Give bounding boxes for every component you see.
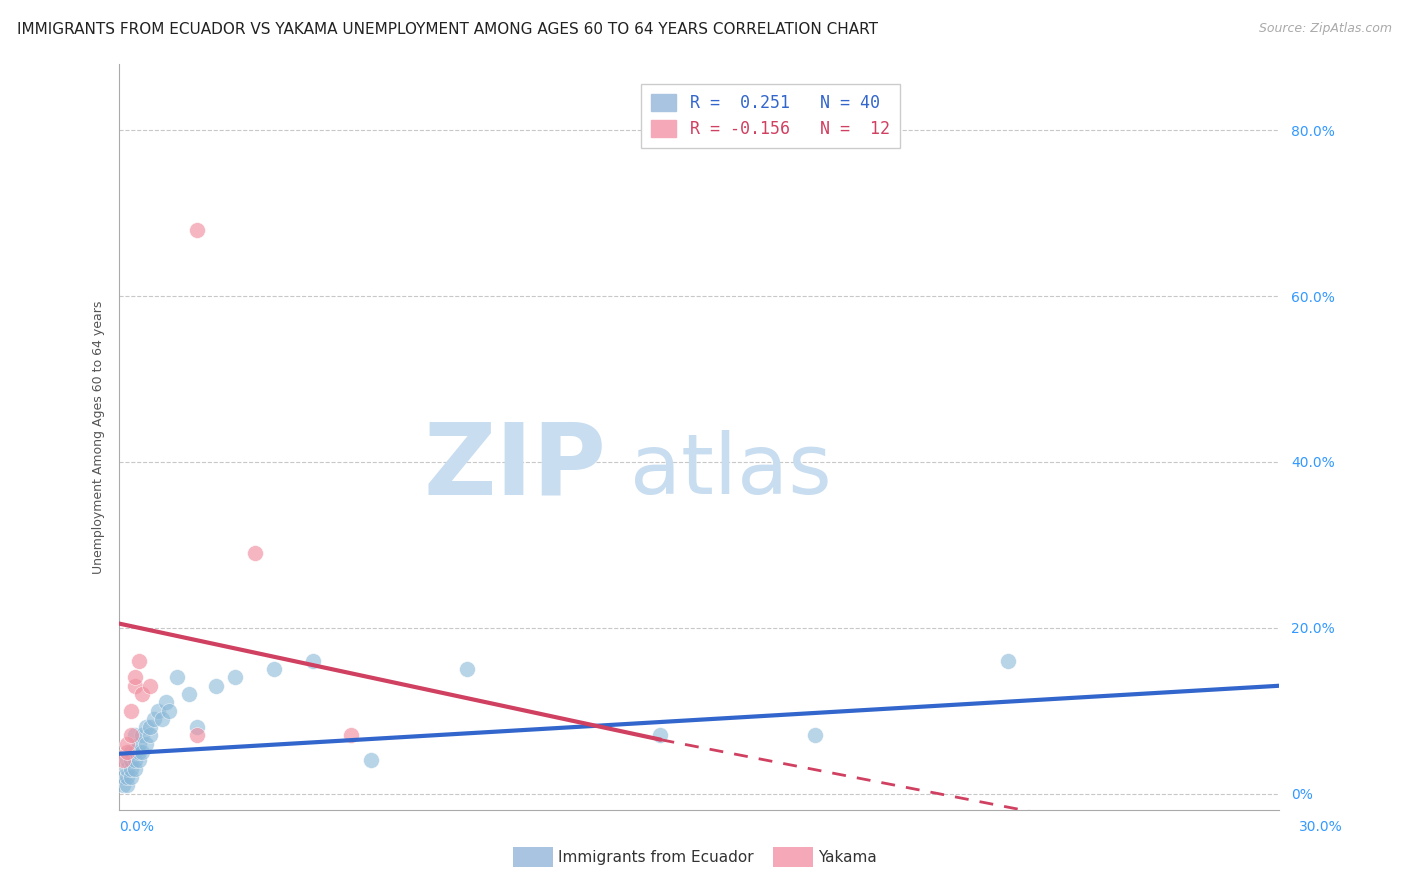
Point	[120, 704, 142, 718]
Point	[128, 654, 150, 668]
Point	[124, 753, 146, 767]
Point	[205, 679, 228, 693]
Point	[139, 720, 162, 734]
Point	[135, 720, 157, 734]
Point	[301, 654, 323, 668]
Point	[224, 670, 246, 684]
Point	[128, 745, 150, 759]
Point	[128, 737, 150, 751]
Point	[131, 745, 153, 759]
Point	[115, 753, 138, 767]
Point	[112, 770, 135, 784]
Point	[186, 720, 208, 734]
Point	[112, 778, 135, 792]
Point	[155, 695, 177, 709]
Point	[456, 662, 478, 676]
Point	[177, 687, 200, 701]
Point	[263, 662, 285, 676]
Point	[997, 654, 1019, 668]
Text: Source: ZipAtlas.com: Source: ZipAtlas.com	[1258, 22, 1392, 36]
Legend: R =  0.251   N = 40, R = -0.156   N =  12: R = 0.251 N = 40, R = -0.156 N = 12	[641, 84, 900, 148]
Point	[360, 753, 382, 767]
Point	[120, 729, 142, 743]
Point	[115, 745, 138, 759]
Y-axis label: Unemployment Among Ages 60 to 64 years: Unemployment Among Ages 60 to 64 years	[93, 301, 105, 574]
Point	[124, 729, 146, 743]
Point	[135, 737, 157, 751]
Point	[139, 729, 162, 743]
Text: atlas: atlas	[630, 430, 831, 511]
Point	[340, 729, 363, 743]
Point	[186, 729, 208, 743]
Point	[143, 712, 166, 726]
Point	[243, 546, 266, 560]
Point	[139, 679, 162, 693]
Point	[166, 670, 188, 684]
Point	[115, 737, 138, 751]
Point	[186, 223, 208, 237]
Point	[131, 729, 153, 743]
Point	[112, 753, 135, 767]
Point	[150, 712, 173, 726]
Text: 30.0%: 30.0%	[1299, 821, 1343, 834]
Point	[115, 770, 138, 784]
Text: 0.0%: 0.0%	[120, 821, 155, 834]
Point	[804, 729, 827, 743]
Point	[120, 753, 142, 767]
Point	[128, 753, 150, 767]
Text: ZIP: ZIP	[423, 418, 606, 516]
Point	[146, 704, 169, 718]
Point	[124, 745, 146, 759]
Text: IMMIGRANTS FROM ECUADOR VS YAKAMA UNEMPLOYMENT AMONG AGES 60 TO 64 YEARS CORRELA: IMMIGRANTS FROM ECUADOR VS YAKAMA UNEMPL…	[17, 22, 877, 37]
Point	[124, 762, 146, 776]
Text: Yakama: Yakama	[818, 850, 877, 864]
Point	[124, 679, 146, 693]
Point	[120, 770, 142, 784]
Text: Immigrants from Ecuador: Immigrants from Ecuador	[558, 850, 754, 864]
Point	[115, 762, 138, 776]
Point	[131, 687, 153, 701]
Point	[124, 670, 146, 684]
Point	[650, 729, 672, 743]
Point	[120, 745, 142, 759]
Point	[115, 778, 138, 792]
Point	[120, 762, 142, 776]
Point	[159, 704, 181, 718]
